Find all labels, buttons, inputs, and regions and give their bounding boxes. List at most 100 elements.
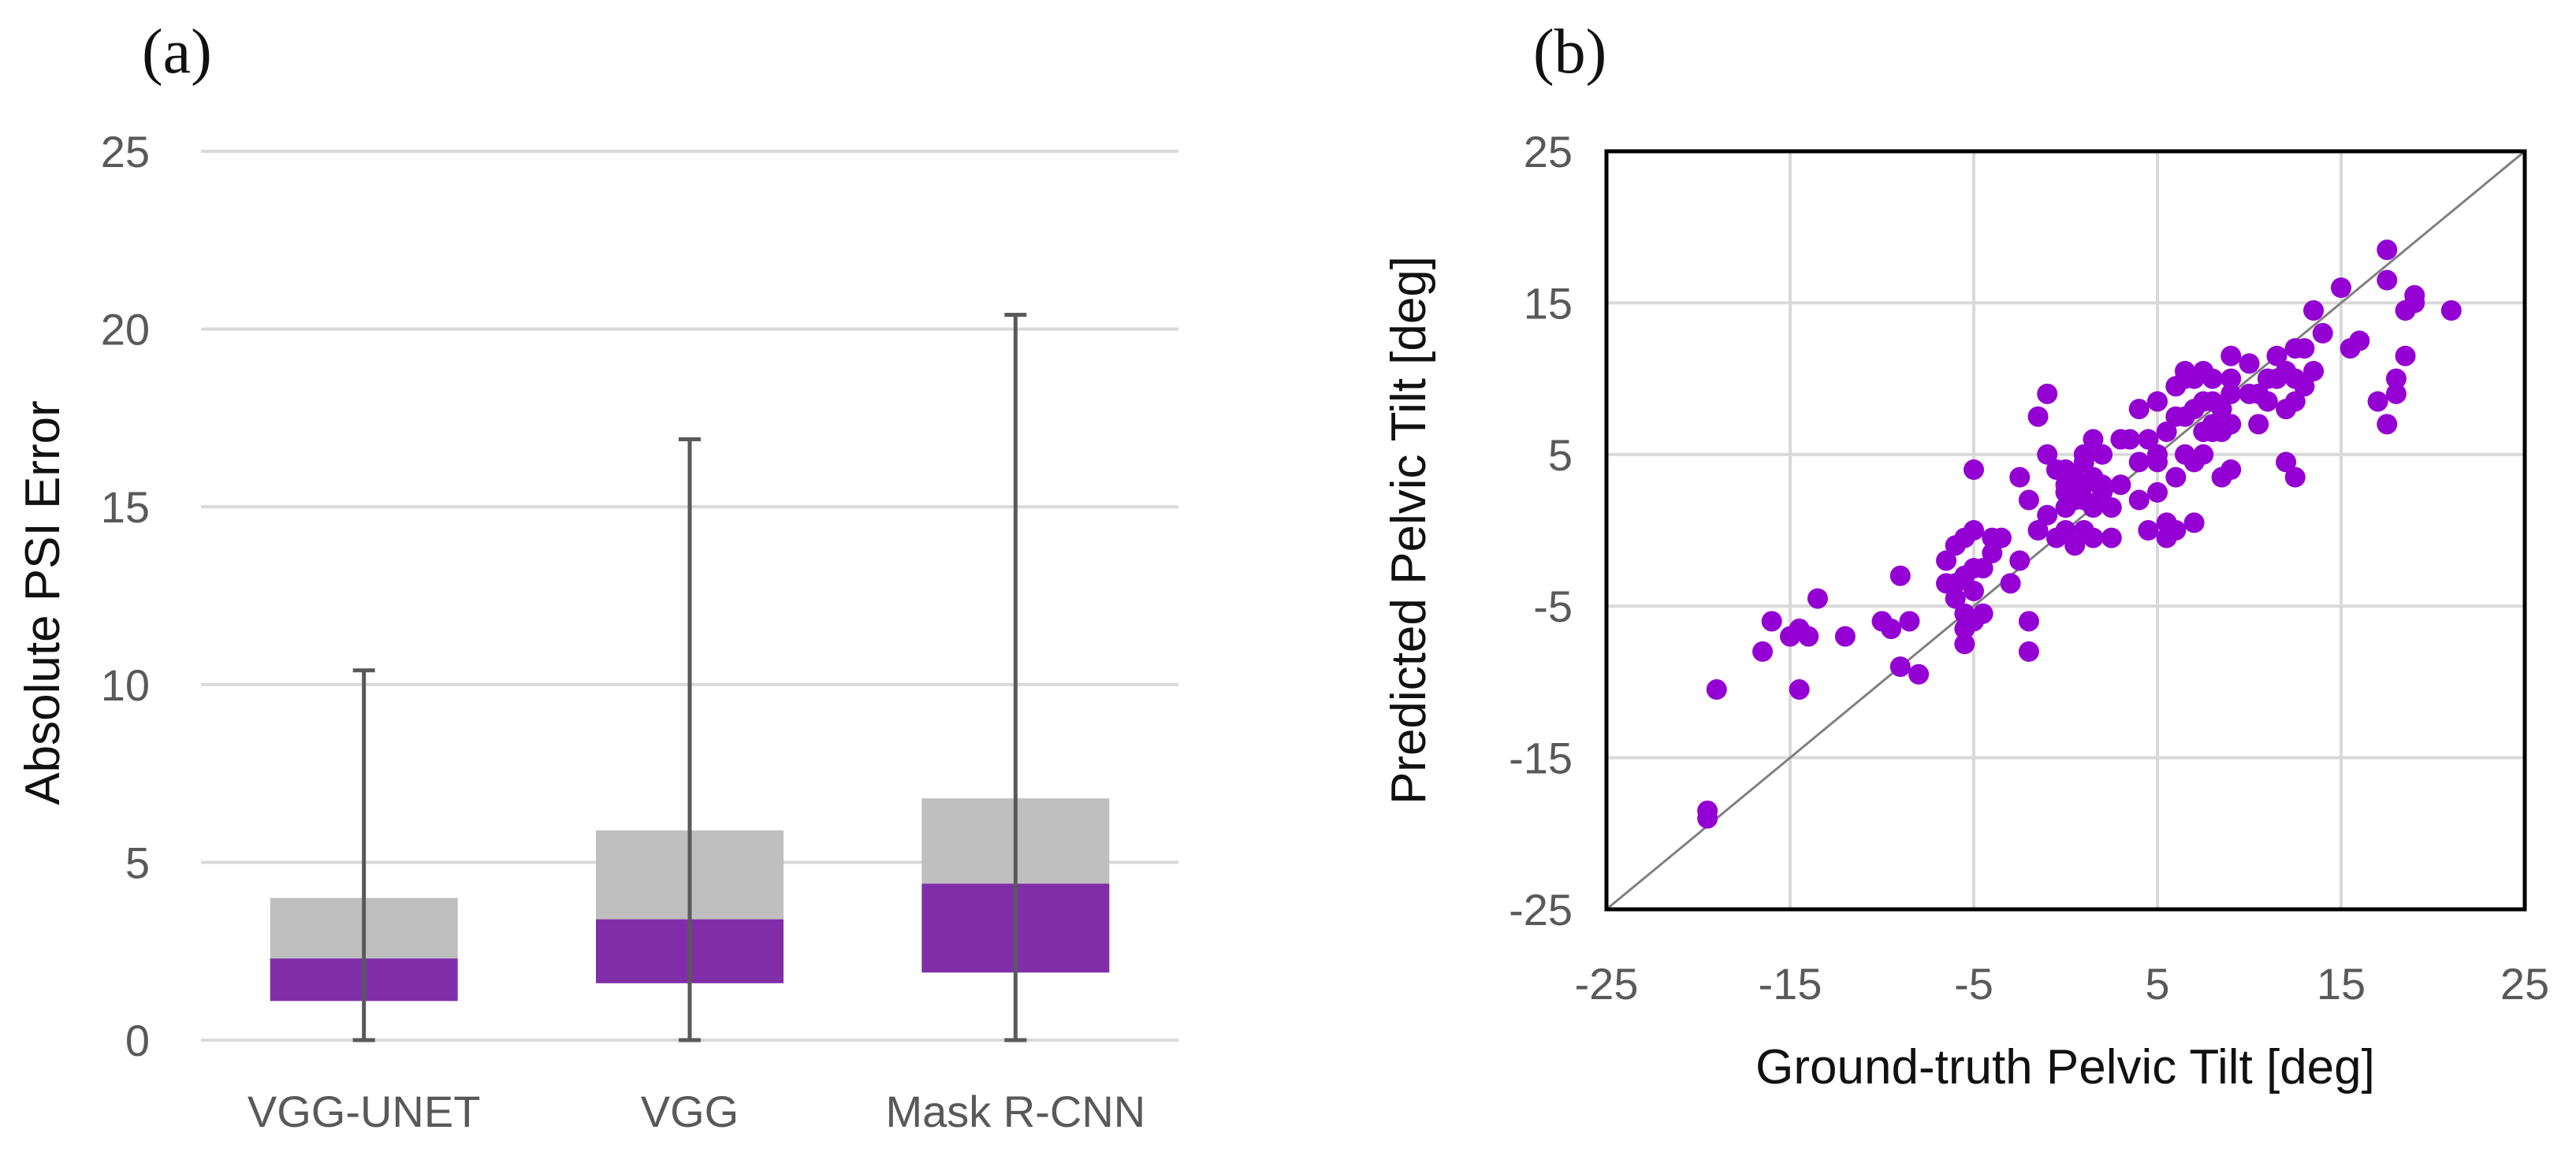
scatter-point <box>2183 512 2205 533</box>
y-tick-label: 10 <box>101 660 150 710</box>
y-tick-label: -25 <box>1509 885 1573 935</box>
scatter-point <box>1789 679 1810 700</box>
scatter-point <box>2101 497 2122 518</box>
scatter-point <box>2349 330 2370 351</box>
scatter-point <box>2037 444 2058 465</box>
scatter-point <box>2027 520 2049 541</box>
scatter-point <box>2211 399 2232 420</box>
x-tick-label: -5 <box>1954 959 1993 1009</box>
scatter-point <box>1954 634 1975 655</box>
x-tick-label: 5 <box>2145 959 2169 1009</box>
scatter-point <box>2147 452 2168 473</box>
x-category-label: VGG-UNET <box>248 1087 481 1136</box>
scatter-point <box>1945 588 1966 609</box>
scatter-point <box>2220 383 2242 404</box>
scatter-point <box>2385 383 2407 404</box>
scatter-point <box>2027 406 2049 427</box>
scatter-point <box>2395 345 2416 366</box>
x-category-label: Mask R-CNN <box>885 1087 1145 1136</box>
scatter-point <box>1697 800 1718 821</box>
scatter-point <box>2257 391 2278 412</box>
scatter-point <box>2128 399 2150 420</box>
scatter-point <box>2331 277 2351 299</box>
scatter-point <box>2440 300 2462 321</box>
scatter-point <box>1982 542 2003 563</box>
scatter-point <box>2092 444 2113 465</box>
scatter-point <box>2165 520 2187 541</box>
scatter-point <box>2312 322 2333 344</box>
scatter-point <box>2009 550 2031 571</box>
panel-b-label: (b) <box>1533 17 1606 87</box>
scatter-point <box>2377 414 2398 435</box>
scatter-point <box>2303 360 2325 381</box>
scatter-point <box>2220 345 2242 366</box>
scatter-point <box>2147 481 2168 503</box>
scatter-point <box>2120 429 2141 450</box>
scatter-point <box>2377 240 2398 261</box>
y-tick-label: 25 <box>1524 127 1573 177</box>
scatter-point <box>2220 459 2242 481</box>
scatter-point <box>2128 489 2150 511</box>
scatter-point <box>2018 611 2039 632</box>
scatter-point <box>2092 474 2113 496</box>
psi-error-box-chart: 0 5 10 15 20 25 VGG-UNET VGG Mask R-CNN Absolut… <box>16 127 1178 1136</box>
scatter-point <box>2284 391 2306 412</box>
scatter-point <box>1798 626 1819 647</box>
x-tick-label: 25 <box>2500 959 2549 1009</box>
scatter-point <box>2202 368 2223 389</box>
y-tick-label: 20 <box>101 305 150 355</box>
x-tick-label: -25 <box>1575 959 1639 1009</box>
scatter-point <box>1834 626 1856 647</box>
scatter-point <box>1972 558 1993 579</box>
scatter-point <box>2083 497 2104 518</box>
scatter-point <box>2404 284 2425 306</box>
scatter-point <box>2138 520 2159 541</box>
scatter-point <box>2385 368 2407 389</box>
scatter-point <box>1807 588 1828 609</box>
pelvic-tilt-scatter-plot: -25 -15 -5 5 15 25 -25 -15 -5 5 15 25 Predicted Pe… <box>1382 127 2549 1094</box>
scatter-point <box>1889 656 1911 678</box>
scatter-point <box>2073 444 2094 465</box>
scatter-point <box>1990 527 2012 548</box>
scatter-point <box>2018 641 2039 662</box>
scatter-point <box>1761 611 1782 632</box>
scatter-point <box>2266 345 2288 366</box>
scatter-point <box>2165 466 2187 488</box>
y-axis-title-b: Predicted Pelvic Tilt [deg] <box>1382 256 1436 805</box>
box-vgg-unet <box>270 668 458 1042</box>
scatter-point <box>1936 550 1957 571</box>
scatter-point <box>2147 391 2168 412</box>
scatter-point <box>2037 383 2058 404</box>
x-tick-label: 15 <box>2317 959 2366 1009</box>
scatter-point <box>1908 663 1930 685</box>
scatter-point <box>2110 474 2131 496</box>
scatter-point <box>1881 619 1902 640</box>
y-tick-label: 0 <box>125 1016 150 1065</box>
scatter-point <box>2018 489 2039 511</box>
panel-a-label: (a) <box>142 17 212 87</box>
scatter-point <box>2128 452 2150 473</box>
scatter-point <box>2101 527 2122 548</box>
scatter-point <box>2055 520 2076 541</box>
y-tick-label: 5 <box>125 838 150 887</box>
scatter-point <box>2239 353 2260 374</box>
y-axis-title-a: Absolute PSI Error <box>16 400 70 805</box>
box-vgg <box>596 437 784 1042</box>
scatter-point <box>2000 573 2021 594</box>
y-tick-label: 15 <box>1524 278 1573 328</box>
y-tick-label: -5 <box>1533 582 1573 631</box>
scatter-point <box>1889 565 1911 586</box>
x-category-label: VGG <box>641 1087 739 1136</box>
scatter-point <box>1706 679 1727 700</box>
scatter-point <box>1964 580 1984 601</box>
scatter-point <box>1899 611 1920 632</box>
y-tick-label: 15 <box>101 482 150 532</box>
y-tick-label: 5 <box>1548 430 1573 480</box>
scatter-point <box>2037 504 2058 526</box>
scatter-point <box>2009 466 2031 488</box>
x-tick-label: -15 <box>1759 959 1822 1009</box>
y-tick-label: 25 <box>101 127 150 177</box>
scatter-point <box>2064 535 2086 556</box>
y-tick-label: -15 <box>1509 734 1573 783</box>
